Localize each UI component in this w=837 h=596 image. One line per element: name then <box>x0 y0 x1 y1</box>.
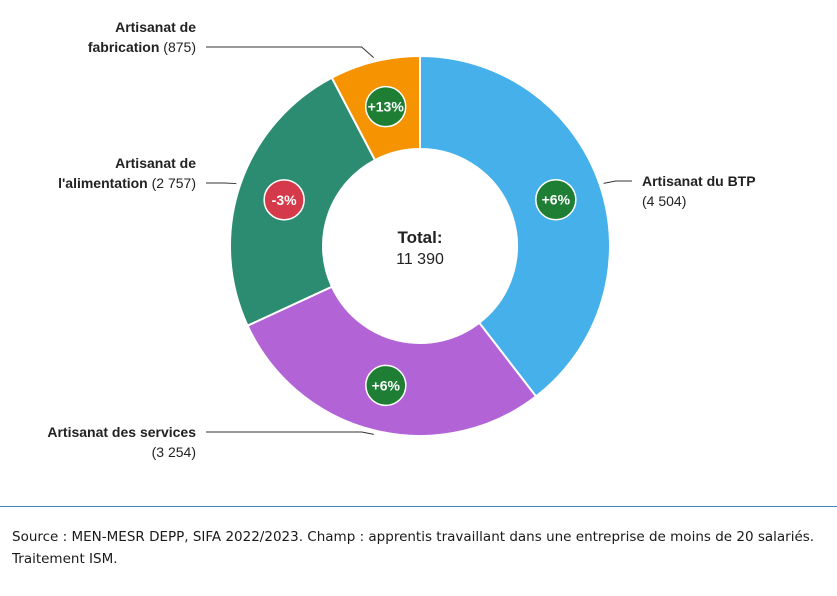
slice-services <box>246 285 538 437</box>
badge-text: -3% <box>272 192 297 208</box>
badge-text: +13% <box>368 99 405 115</box>
badge-circle <box>364 85 407 128</box>
slice-label-fabrication: Artisanat de fabrication (875) <box>88 19 196 55</box>
total-label: Total: <box>397 228 442 247</box>
slice-name: fabrication (875) <box>88 39 196 55</box>
badge-circle <box>365 364 407 407</box>
slice-name: Artisanat de <box>115 155 196 171</box>
donut-chart: Artisanat du BTP (4 504) Artisanat des ser… <box>47 19 755 460</box>
badge-circle <box>535 178 577 221</box>
badge-text: +6% <box>372 377 401 393</box>
total-value: 11 390 <box>396 251 444 268</box>
slice-label-services: Artisanat des services (3 254) <box>47 424 196 460</box>
leader-line-services <box>206 431 374 435</box>
leader-lines <box>206 46 632 435</box>
change-badges: +6% +6% -3% +13% <box>263 85 577 407</box>
leader-line-fabrication <box>206 46 374 58</box>
slice-value: (3 254) <box>152 444 196 460</box>
badge-text: +6% <box>542 192 571 208</box>
leader-line-alimentation <box>206 182 237 185</box>
slice-name: Artisanat du BTP <box>642 173 756 189</box>
donut-slices <box>229 54 611 437</box>
badge-circle <box>263 179 305 221</box>
slice-labels: Artisanat du BTP (4 504) Artisanat des ser… <box>47 19 755 460</box>
slice-label-alimentation: Artisanat de l'alimentation (2 757) <box>58 155 196 191</box>
slice-name: l'alimentation (2 757) <box>58 175 196 191</box>
change-badge-alimentation: -3% <box>263 179 305 221</box>
change-badge-services: +6% <box>365 364 407 407</box>
slice-name: Artisanat de <box>115 19 196 35</box>
change-badge-fabrication: +13% <box>364 85 407 128</box>
slice-name: Artisanat des services <box>47 424 196 440</box>
footer-divider <box>0 506 837 507</box>
source-note: Source : MEN-MESR DEPP, SIFA 2022/2023. … <box>12 529 815 567</box>
slice-btp <box>419 54 611 398</box>
leader-line-btp <box>603 180 632 184</box>
slice-value: (4 504) <box>642 193 686 209</box>
slice-label-btp: Artisanat du BTP (4 504) <box>642 173 756 209</box>
change-badge-btp: +6% <box>535 178 577 221</box>
